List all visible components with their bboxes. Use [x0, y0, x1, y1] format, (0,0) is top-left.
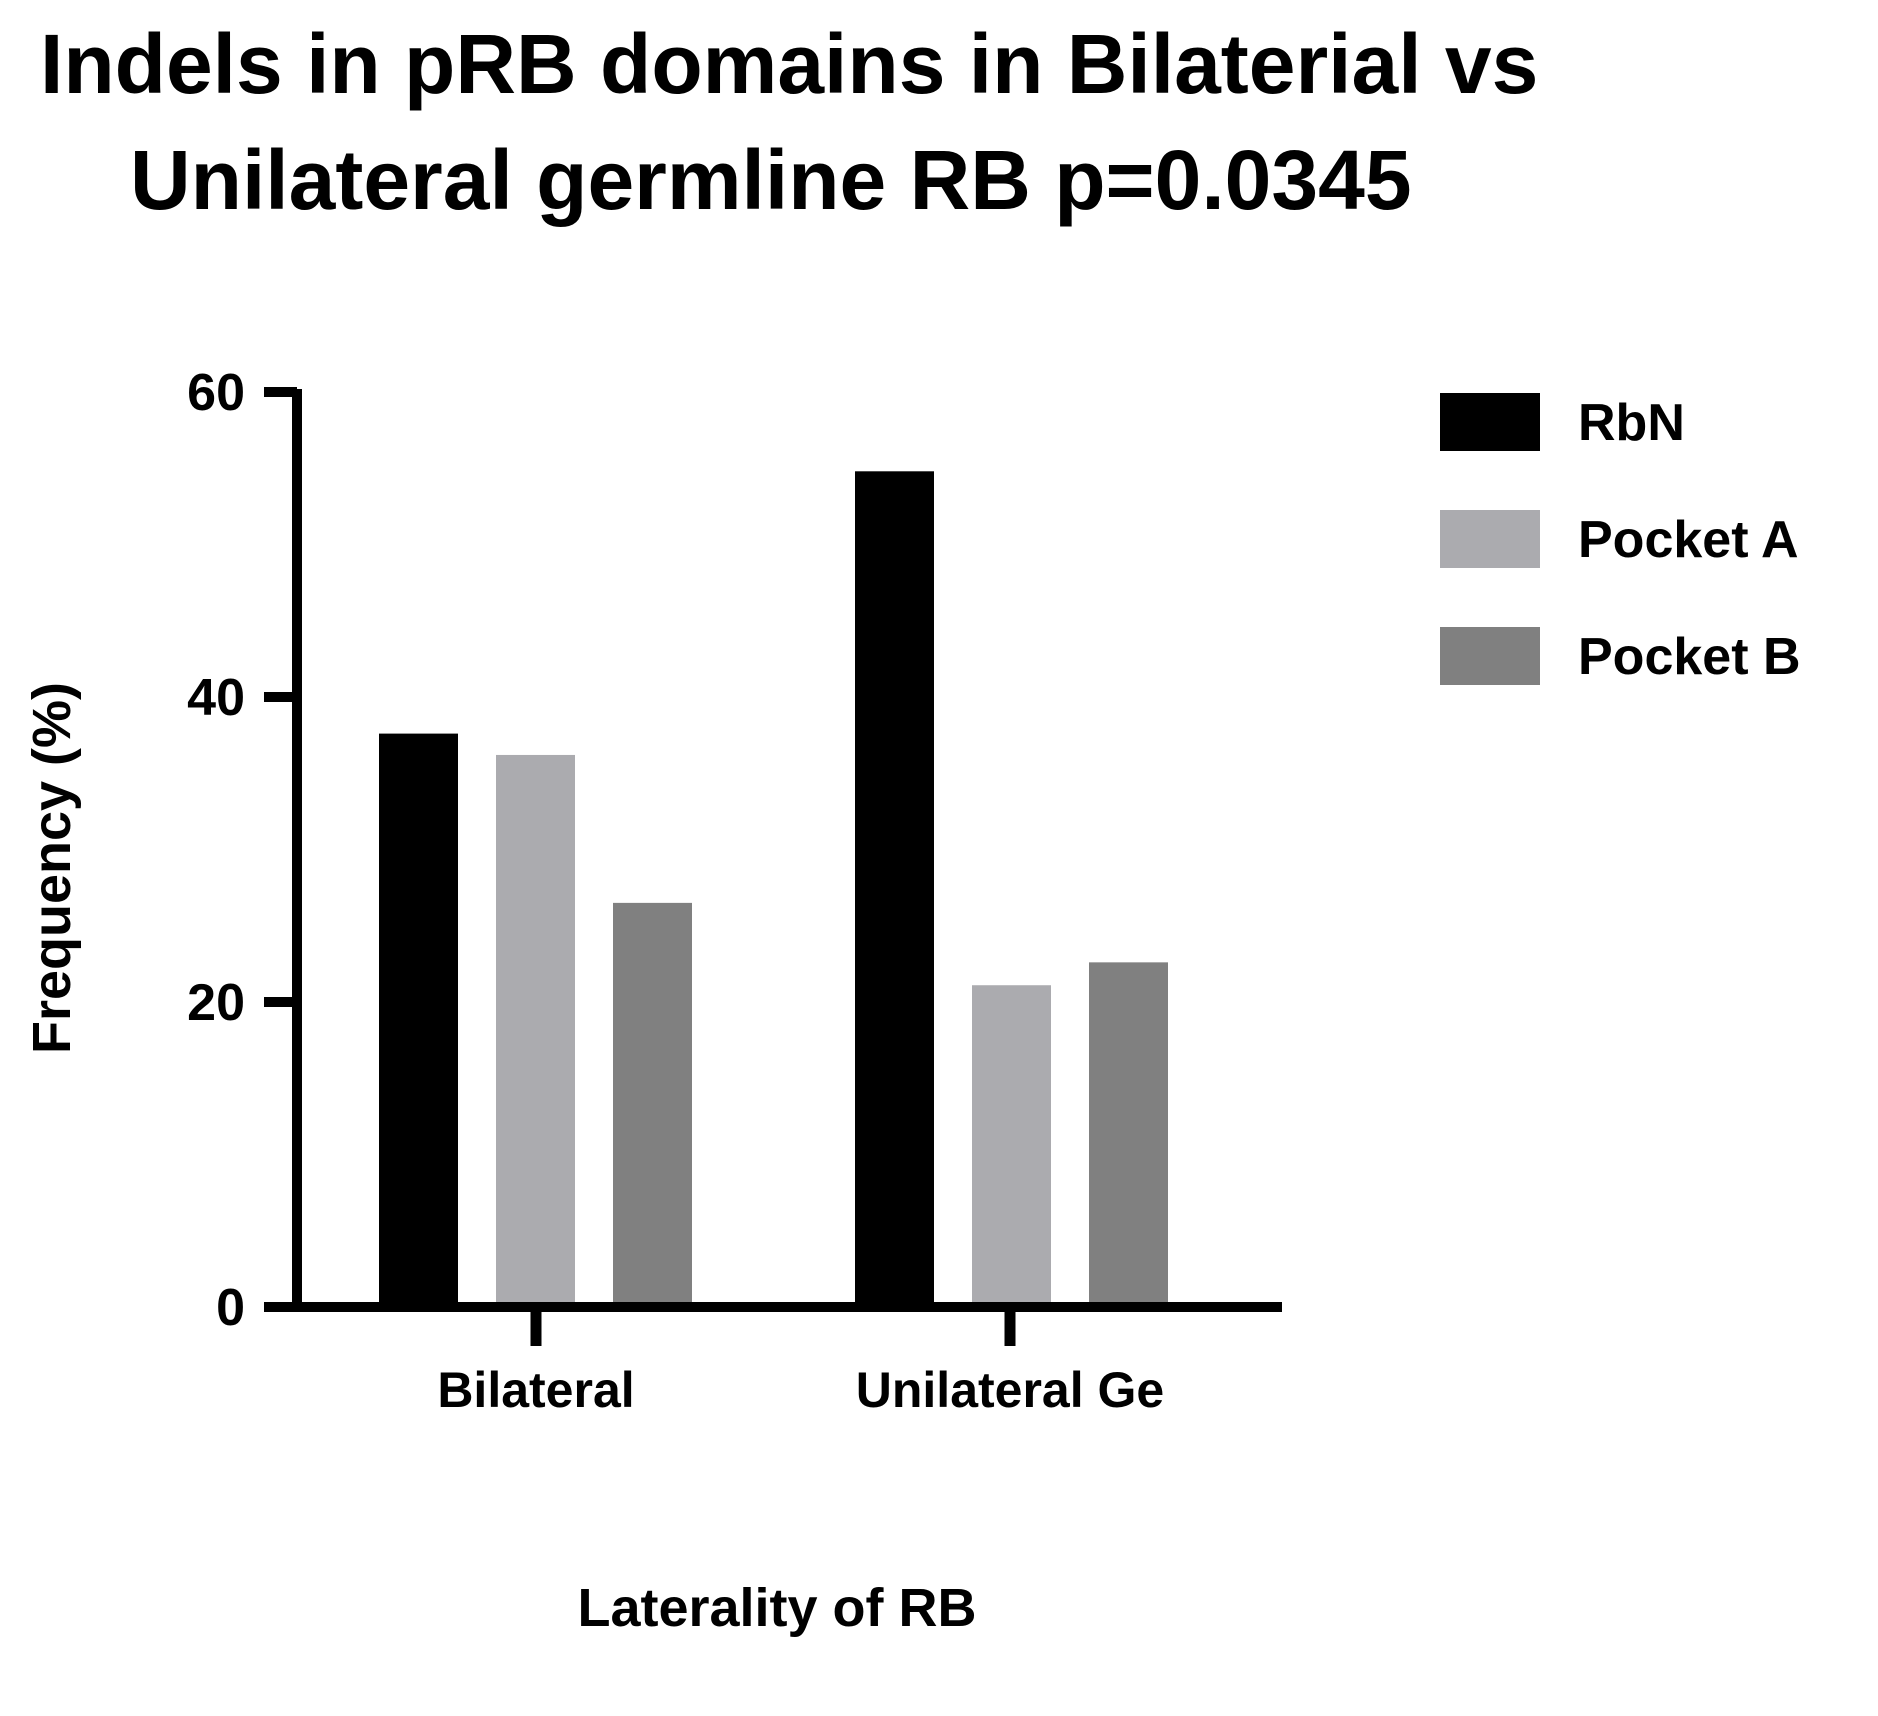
y-tick-label: 20 [187, 974, 245, 1032]
x-category-label: Unilateral Ge [856, 1362, 1164, 1418]
x-axis-title: Laterality of RB [577, 1578, 976, 1638]
chart-title-line-1: Indels in pRB domains in Bilaterial vs [40, 17, 1538, 111]
y-tick-label: 40 [187, 669, 245, 727]
legend-label: RbN [1578, 394, 1685, 452]
bar-pocket-b-unilateral-ge [1089, 962, 1168, 1307]
legend-swatch [1440, 393, 1540, 451]
legend-label: Pocket B [1578, 628, 1801, 686]
y-axis-title: Frequency (%) [22, 682, 82, 1054]
legend-swatch [1440, 510, 1540, 568]
y-tick-label: 60 [187, 364, 245, 422]
y-tick-label: 0 [216, 1279, 245, 1337]
axes-layer [264, 387, 1282, 1346]
legend-swatch [1440, 627, 1540, 685]
bar-pocket-b-bilateral [613, 902, 692, 1307]
bar-rbn-unilateral-ge [855, 471, 934, 1307]
bar-rbn-bilateral [379, 733, 458, 1307]
y-tick-labels: 0 20 40 60 [187, 364, 245, 1337]
bar-pocket-a-unilateral-ge [972, 985, 1051, 1307]
chart-title: Indels in pRB domains in Bilaterial vs U… [40, 17, 1538, 227]
bar-pocket-a-bilateral [496, 754, 575, 1307]
bars-layer [379, 471, 1168, 1307]
legend-label: Pocket A [1578, 511, 1799, 569]
x-category-labels: Bilateral Unilateral Ge [437, 1362, 1164, 1418]
chart-title-line-2: Unilateral germline RB p=0.0345 [130, 133, 1412, 227]
x-category-label: Bilateral [437, 1362, 634, 1418]
legend: RbN Pocket A Pocket B [1440, 393, 1801, 686]
